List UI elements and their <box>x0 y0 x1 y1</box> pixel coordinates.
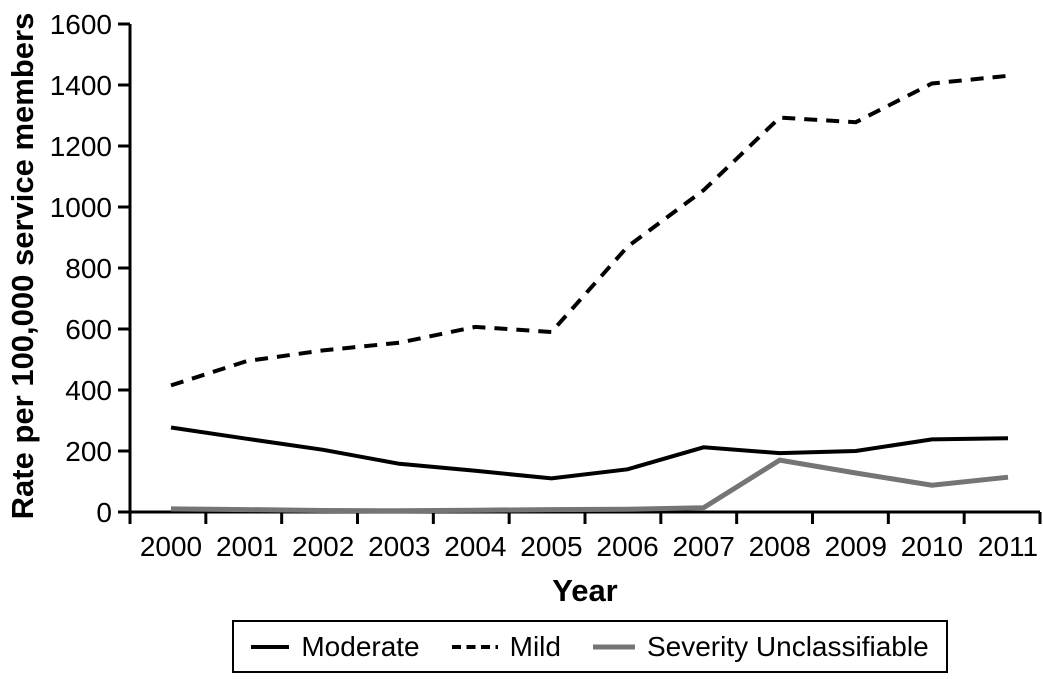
x-tick-label: 2003 <box>368 531 430 562</box>
x-tick-label: 2006 <box>596 531 658 562</box>
x-tick-label: 2001 <box>216 531 278 562</box>
legend-label: Moderate <box>301 630 420 662</box>
y-tick-label: 1000 <box>50 192 112 223</box>
x-tick-label: 2008 <box>749 531 811 562</box>
y-tick-label: 400 <box>65 375 112 406</box>
legend-dashed-line-sample-icon <box>451 644 498 649</box>
legend-label: Mild <box>509 630 561 662</box>
y-axis-title: Rate per 100,000 service members <box>5 13 40 520</box>
series-line-mild <box>170 73 1009 388</box>
legend-label: Severity Unclassifiable <box>646 630 929 662</box>
y-tick-label: 200 <box>65 436 112 467</box>
y-tick-label: 1600 <box>50 9 112 40</box>
legend-item-mild: Mild <box>451 630 561 663</box>
axis-spine <box>128 24 1040 514</box>
axes-layer: 0 200 400 600 800 1000 1200 1400 1600 2000 2001 200… <box>50 9 1042 562</box>
y-tick-label: 600 <box>65 314 112 345</box>
x-tick-label: 2004 <box>444 531 506 562</box>
x-tick-label: 2010 <box>901 531 963 562</box>
y-tick-label: 800 <box>65 253 112 284</box>
y-tick-label: 1400 <box>50 70 112 101</box>
x-tick-label: 2005 <box>520 531 582 562</box>
x-axis-title: Year <box>552 573 618 608</box>
legend: Moderate Mild Severity Unclassifiable <box>232 620 948 673</box>
x-tick-label: 2009 <box>825 531 887 562</box>
series-line-moderate <box>170 425 1009 481</box>
x-tick-label: 2007 <box>672 531 734 562</box>
series-line-severity-unclassifiable <box>170 457 1009 514</box>
y-tick-label: 0 <box>96 497 112 528</box>
legend-item-moderate: Moderate <box>251 630 420 663</box>
x-tick-label: 2000 <box>140 531 202 562</box>
legend-solid-line-sample-icon <box>592 644 635 649</box>
x-tick-label: 2002 <box>292 531 354 562</box>
series-layer <box>170 73 1009 514</box>
x-tick-label: 2011 <box>978 531 1038 562</box>
legend-item-severity-unclassifiable: Severity Unclassifiable <box>592 630 929 663</box>
y-tick-label: 1200 <box>50 131 112 162</box>
legend-solid-line-sample-icon <box>251 644 290 649</box>
